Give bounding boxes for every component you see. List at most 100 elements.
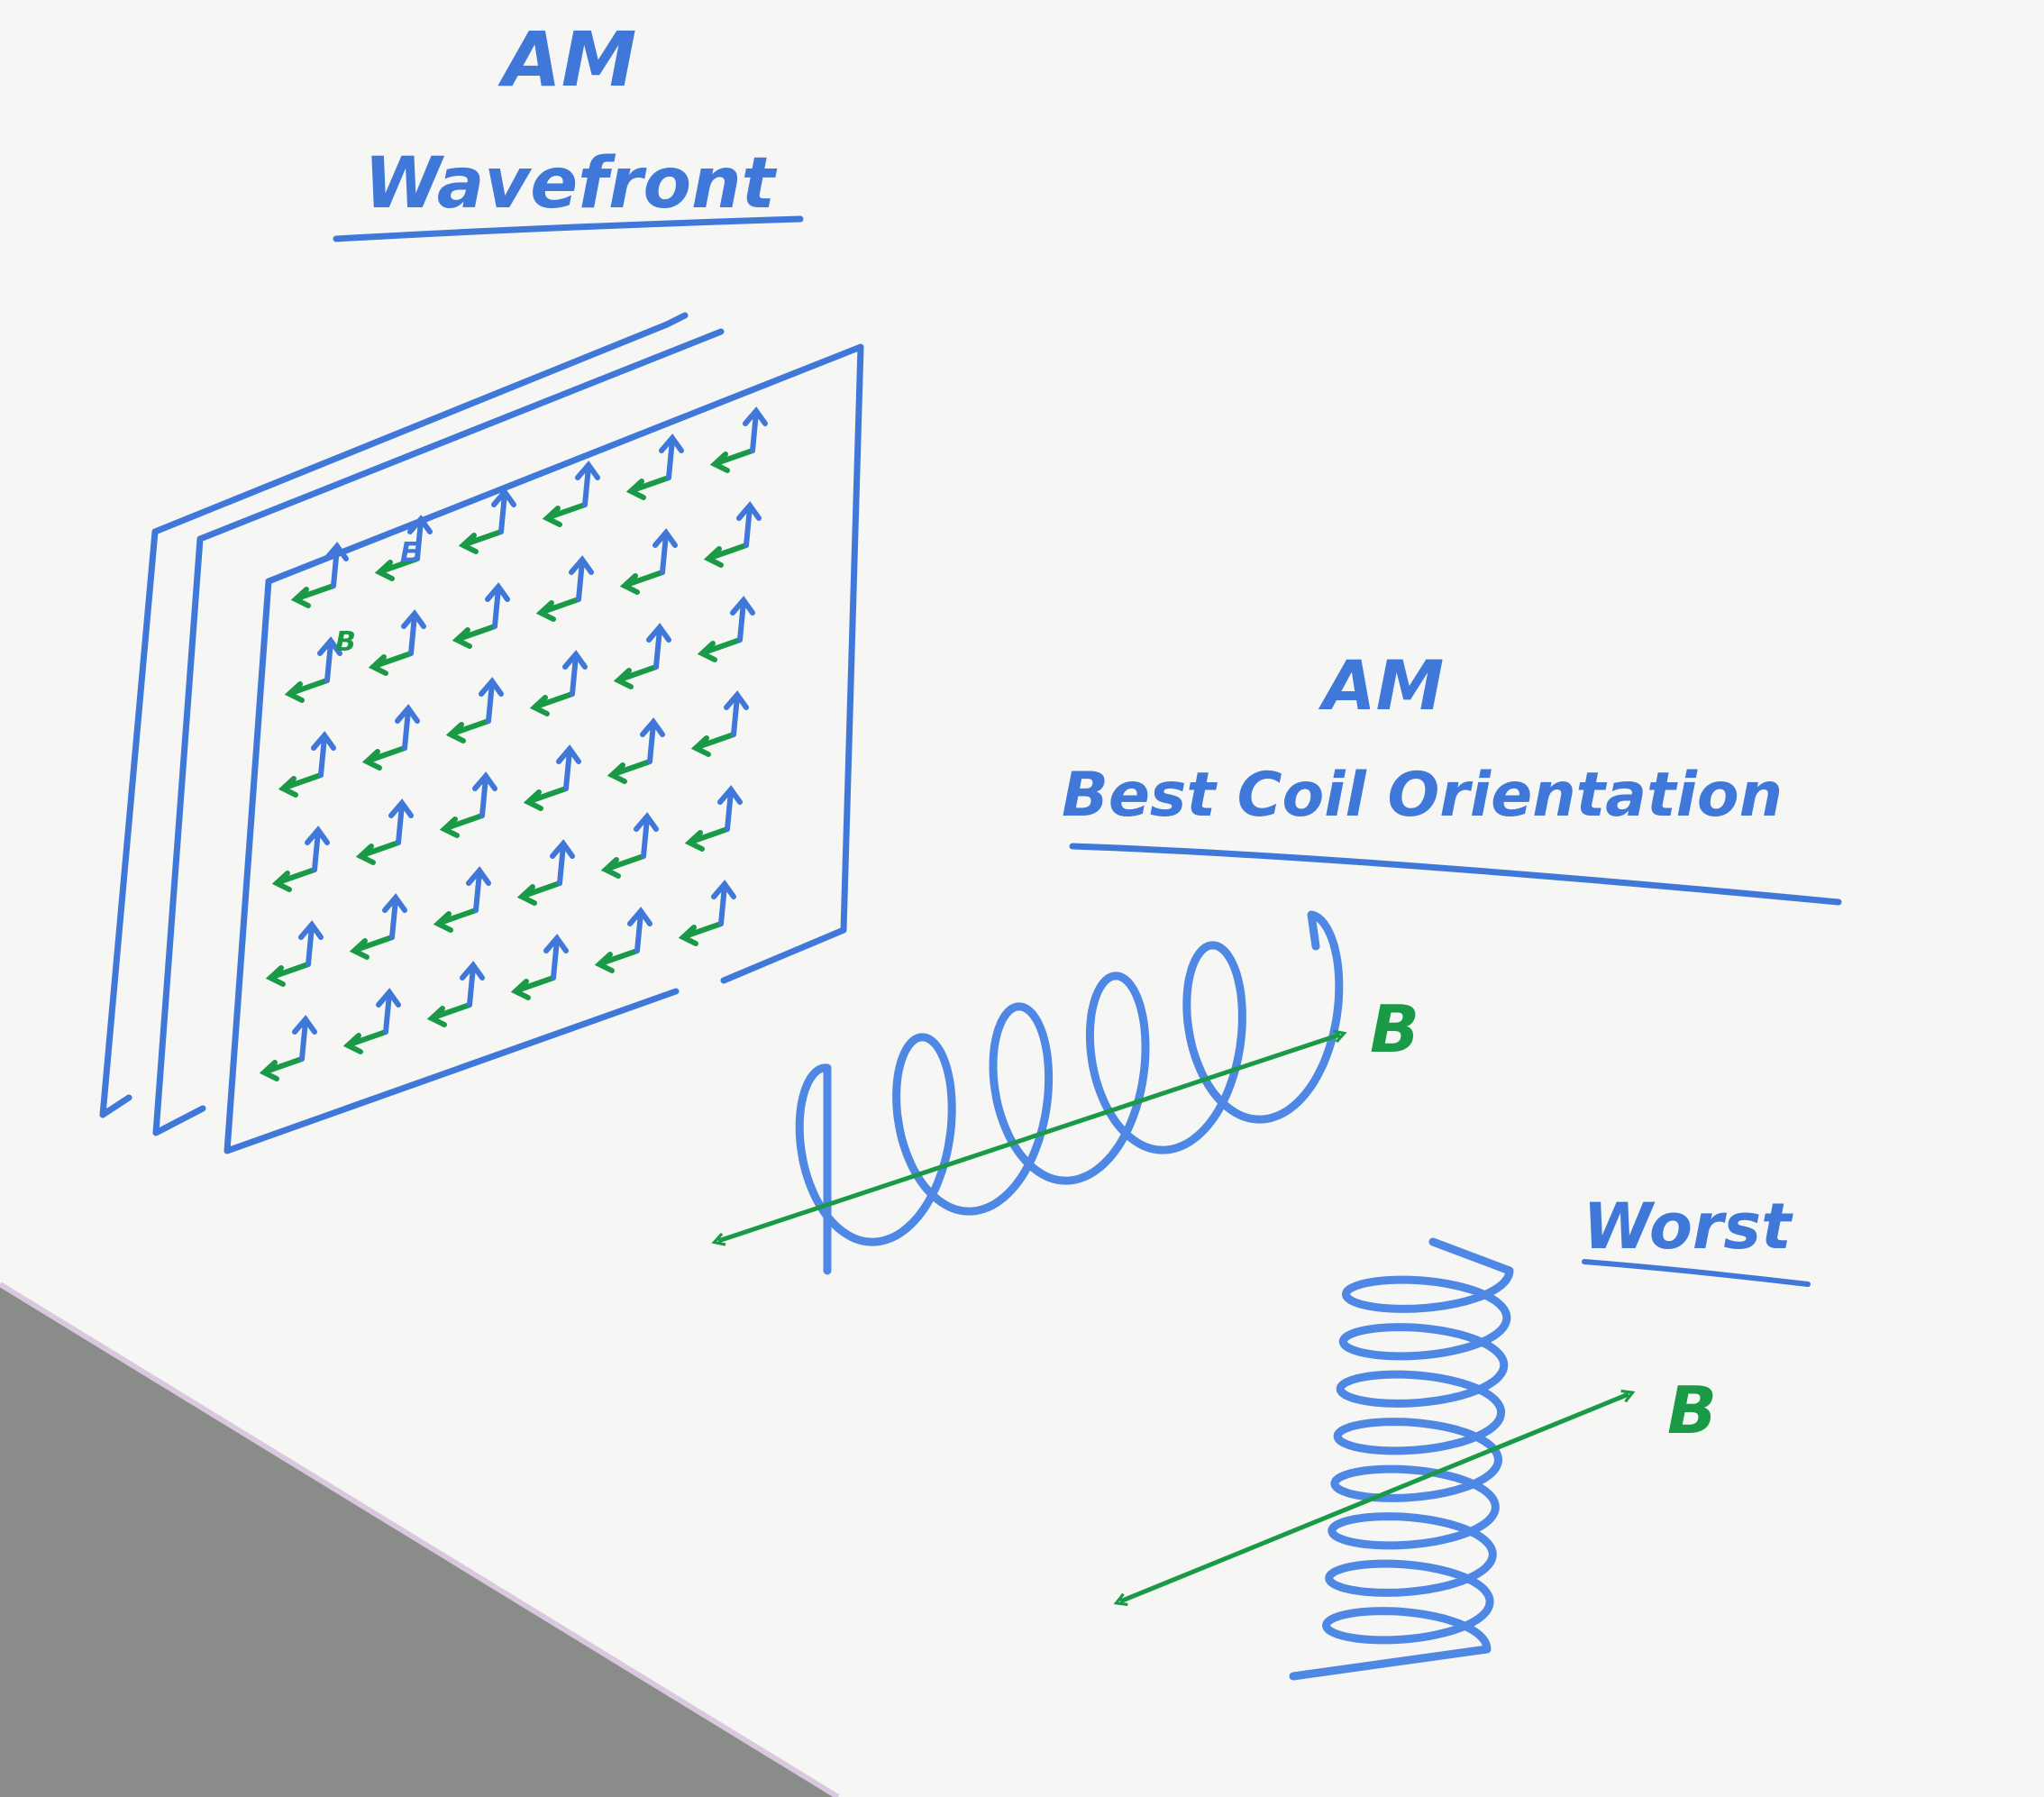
- e-field-arrow: [575, 461, 600, 507]
- wavefront-title-underline: [333, 215, 804, 242]
- best-title-underline: [1069, 843, 1842, 906]
- field-arrow-pair: [600, 812, 659, 879]
- field-arrow-pair: [361, 704, 420, 771]
- best-orientation-section: AM Best Coil Orientation B: [711, 645, 1842, 1275]
- b-field-label: B: [335, 626, 356, 658]
- field-arrow-pair: [516, 839, 575, 906]
- field-arrow-pair: [510, 934, 569, 1000]
- e-field-arrow: [466, 866, 491, 913]
- e-field-arrow: [711, 880, 736, 926]
- e-field-arrow: [388, 798, 414, 845]
- field-arrow-pair: [607, 717, 665, 784]
- best-b-field-line: [711, 1029, 1347, 1246]
- b-field-arrow: [697, 637, 743, 662]
- field-arrow-pair: [678, 880, 736, 946]
- e-field-arrow: [485, 582, 510, 629]
- field-arrow-pair: [684, 785, 743, 852]
- worst-title: Worst: [1583, 1190, 1793, 1263]
- e-field-arrow: [395, 704, 420, 751]
- e-field-arrow: [479, 677, 504, 724]
- b-field-arrow: [516, 880, 562, 906]
- field-arrow-pair: [690, 690, 749, 757]
- b-field-arrow: [433, 908, 479, 933]
- e-field-arrow: [376, 988, 401, 1035]
- worst-orientation-section: Worst B: [1113, 1190, 1811, 1681]
- b-field-arrow: [368, 651, 414, 676]
- field-arrow-pair: [271, 826, 330, 892]
- b-field-arrow: [452, 624, 497, 649]
- field-arrow-pair: [529, 650, 588, 716]
- field-arrow-pair: [619, 528, 678, 595]
- worst-title-underline: [1582, 1259, 1811, 1287]
- e-field-arrow: [311, 731, 336, 778]
- e-field-arrow: [627, 907, 652, 953]
- field-arrow-pair: [523, 744, 581, 811]
- b-field-arrow: [703, 543, 749, 568]
- b-field-arrow: [600, 853, 646, 879]
- e-field-arrow: [569, 555, 594, 602]
- e-field-arrow: [407, 515, 433, 561]
- field-arrow-pair: [613, 623, 671, 689]
- best-title-am: AM: [1319, 645, 1444, 725]
- field-arrow-pair: [535, 555, 594, 622]
- e-field-arrow: [556, 744, 581, 791]
- e-field-arrow: [543, 934, 569, 981]
- e-field-arrow: [736, 501, 762, 548]
- b-field-arrow: [613, 664, 659, 689]
- e-field-arrow: [724, 690, 749, 737]
- e-field-label: E: [400, 537, 419, 569]
- best-b-label: B: [1370, 991, 1419, 1067]
- b-field-arrow: [523, 786, 569, 811]
- wavefront-planes: [99, 312, 864, 1154]
- e-field-arrow: [491, 488, 516, 534]
- e-field-arrow: [562, 650, 588, 697]
- b-field-arrow: [529, 691, 575, 716]
- field-arrow-pair: [703, 501, 762, 568]
- field-arrow-pair: [259, 1015, 317, 1081]
- e-field-arrow: [652, 528, 678, 575]
- e-field-arrow: [659, 433, 684, 480]
- b-field-arrow: [445, 718, 491, 743]
- b-field-arrow: [542, 502, 588, 527]
- b-field-arrow: [265, 962, 311, 987]
- worst-b-field-line: [1113, 1389, 1636, 1607]
- field-arrow-pair: [542, 461, 600, 527]
- worst-b-label: B: [1667, 1373, 1717, 1448]
- wavefront-plane-back: [99, 312, 689, 1118]
- wavefront-section: AM Wavefront E B: [99, 15, 864, 1154]
- wavefront-title: Wavefront: [364, 143, 778, 224]
- b-field-arrow: [284, 678, 330, 703]
- e-field-arrow: [460, 961, 485, 1008]
- b-field-arrow: [678, 921, 724, 946]
- e-field-arrow: [646, 623, 671, 670]
- b-field-arrow: [271, 867, 317, 892]
- e-field-arrow: [401, 609, 426, 656]
- field-arrow-pair: [284, 636, 342, 703]
- e-field-arrow: [717, 785, 743, 832]
- field-arrow-pair: [426, 961, 485, 1027]
- field-arrow-pair: [265, 920, 324, 987]
- field-arrow-pair: [697, 596, 755, 662]
- field-arrow-pair: [445, 677, 504, 743]
- field-arrow-pair: [709, 406, 768, 473]
- field-arrow-pair: [439, 771, 497, 838]
- field-arrow-pair: [458, 488, 516, 554]
- field-arrow-pair: [452, 582, 510, 649]
- field-arrow-pair: [349, 893, 407, 960]
- b-field-arrow: [535, 597, 581, 622]
- field-arrow-grid: [259, 406, 768, 1081]
- b-field-arrow: [361, 745, 407, 771]
- b-field-arrow: [426, 1002, 472, 1027]
- e-field-arrow: [317, 636, 342, 683]
- field-arrow-pair: [594, 907, 652, 973]
- b-field-arrow: [690, 732, 736, 757]
- wavefront-title-am: AM: [497, 15, 637, 104]
- e-field-arrow: [305, 826, 330, 872]
- field-arrow-pair: [625, 433, 684, 500]
- b-field-arrow: [458, 529, 504, 554]
- field-arrow-pair: [368, 609, 426, 676]
- e-field-arrow: [640, 717, 665, 764]
- field-arrow-pair: [342, 988, 401, 1054]
